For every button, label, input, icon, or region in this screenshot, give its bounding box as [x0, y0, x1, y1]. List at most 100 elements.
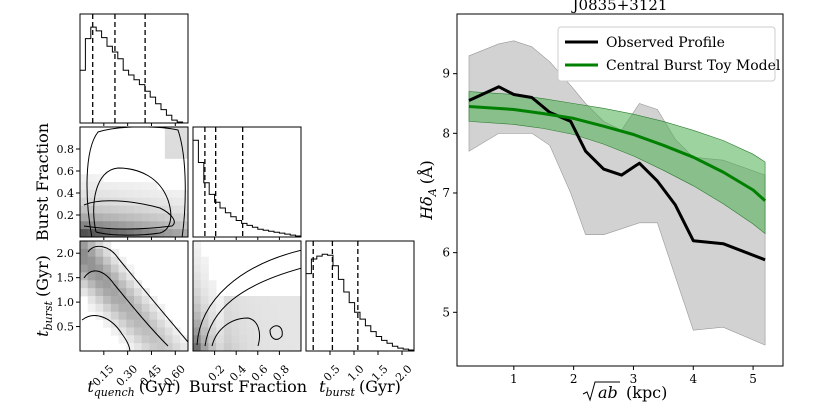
density-cell — [103, 248, 112, 258]
density-cell — [157, 327, 166, 336]
density-cell — [164, 327, 173, 336]
density-cell — [247, 303, 256, 313]
contour-inner — [93, 167, 172, 236]
legend-label-observed: Observed Profile — [606, 35, 725, 51]
density-cell — [103, 205, 112, 214]
density-cell — [157, 311, 166, 320]
density-cell — [103, 213, 112, 222]
xlabel-tburst-main: t — [319, 377, 326, 396]
density-cell — [247, 296, 256, 305]
density-cell — [103, 229, 112, 237]
density-cell — [223, 335, 232, 344]
density-cell — [254, 319, 263, 328]
density-cell — [247, 327, 256, 336]
density-cell — [285, 319, 294, 328]
legend-label-model: Central Burst Toy Model — [606, 58, 781, 74]
density-cell — [95, 280, 104, 289]
density-cell — [95, 256, 104, 265]
density-cell — [200, 303, 209, 313]
density-cell — [208, 311, 217, 320]
density-cell — [216, 335, 225, 344]
density-cell — [254, 335, 263, 344]
density-cell — [216, 311, 225, 320]
density-cell — [80, 221, 89, 230]
density-cell — [95, 182, 104, 191]
density-cell — [118, 319, 127, 328]
density-cell — [110, 272, 119, 281]
legend-box — [557, 26, 776, 82]
density-cell — [149, 335, 158, 344]
density-cell — [208, 303, 217, 313]
sqrt-symbol — [582, 381, 620, 402]
density-cell — [149, 213, 158, 222]
density-cell — [80, 229, 89, 237]
density-cell — [103, 319, 112, 328]
density-cell — [118, 288, 127, 297]
density-cell — [262, 335, 271, 344]
density-cell — [103, 303, 112, 313]
density-cell — [262, 327, 271, 336]
density-cell — [134, 288, 143, 297]
density-cell — [134, 197, 143, 206]
contour-inner — [204, 267, 301, 347]
frame-hist-tquench — [79, 13, 189, 124]
density-cell — [164, 343, 173, 351]
density-cell — [118, 197, 127, 206]
density-shading — [80, 241, 188, 351]
density-cell — [141, 327, 150, 336]
density-cell — [87, 221, 96, 230]
density-cell — [126, 335, 135, 344]
density-cell — [172, 213, 181, 222]
density-cell — [285, 343, 294, 351]
density-cell — [149, 189, 158, 199]
density-cell — [141, 335, 150, 344]
xlabel-unit: (kpc) — [626, 383, 667, 402]
density-cell — [110, 303, 119, 313]
density-shading — [193, 241, 301, 351]
density-cell — [95, 303, 104, 313]
density-cell — [254, 303, 263, 313]
density-cell — [80, 256, 89, 265]
density-cell — [262, 296, 271, 305]
density-cell — [110, 264, 119, 273]
density-cell — [87, 182, 96, 191]
ylabel-burst-fraction: Burst Fraction — [33, 123, 52, 241]
ylabel-tburst-unit: (Gyr) — [33, 255, 52, 297]
ylabel-unit: (Å) — [416, 160, 436, 184]
density-cell — [231, 303, 240, 313]
density-cell — [208, 343, 217, 351]
density-cell — [231, 296, 240, 305]
density-cell — [293, 327, 301, 336]
density-cell — [118, 205, 127, 214]
density-cell — [231, 327, 240, 336]
density-cell — [231, 311, 240, 320]
density-cell — [149, 296, 158, 305]
x-tick-label: 2 — [570, 372, 578, 386]
contour-inner — [83, 270, 169, 347]
contour-core — [211, 317, 261, 347]
density-cell — [134, 221, 143, 230]
frame-hist-burstfraction — [192, 126, 302, 238]
density-cell — [87, 303, 96, 313]
density-cell — [80, 182, 89, 191]
density-cell — [239, 319, 248, 328]
density-cell — [80, 248, 89, 258]
x-tick-label: 5 — [749, 372, 757, 386]
density-cell — [126, 288, 135, 297]
density-cell — [110, 248, 119, 258]
density-cell — [95, 288, 104, 297]
ylabel-h: H — [417, 205, 436, 221]
density-cell — [200, 343, 209, 351]
density-cell — [110, 197, 119, 206]
density-cell — [239, 343, 248, 351]
density-cell — [200, 327, 209, 336]
density-cell — [149, 319, 158, 328]
density-cell — [103, 311, 112, 320]
density-cell — [134, 213, 143, 222]
density-cell — [180, 221, 188, 230]
x-tick-label: 0.30 — [114, 362, 141, 389]
density-cell — [141, 311, 150, 320]
density-cell — [80, 174, 89, 183]
density-cell — [164, 189, 173, 199]
density-cell — [80, 241, 89, 250]
